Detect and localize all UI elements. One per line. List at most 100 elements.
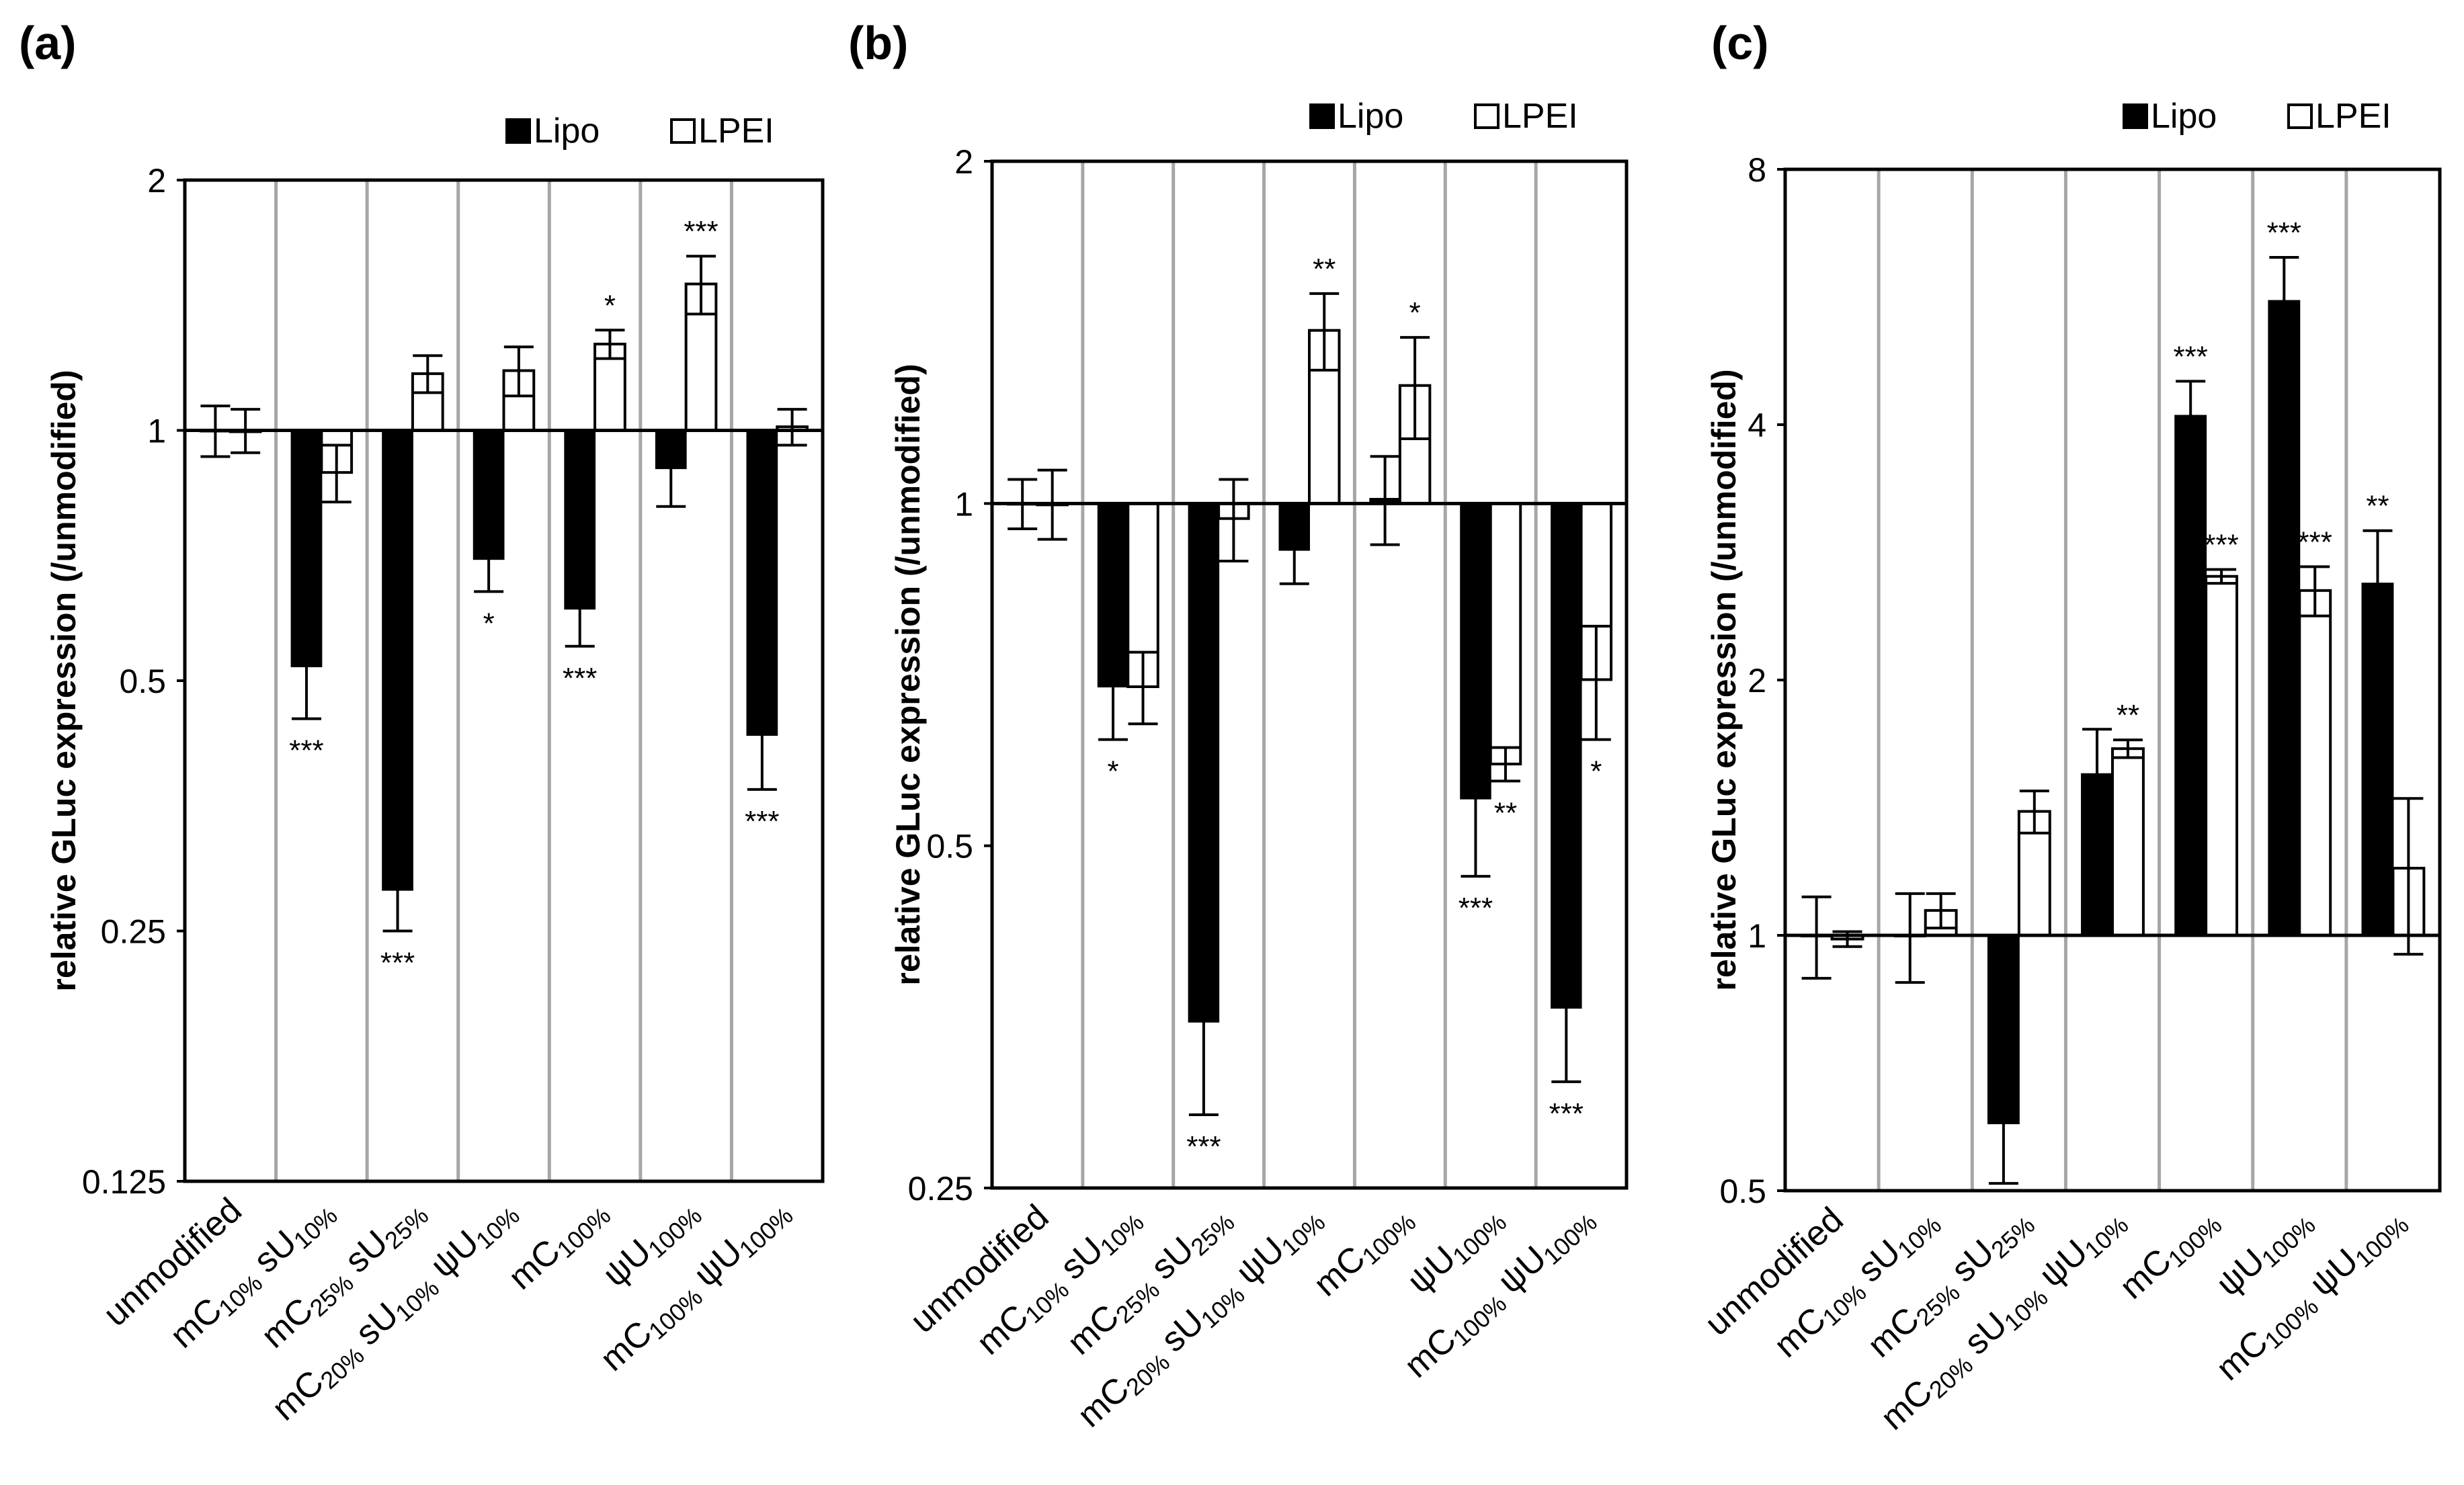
x-tick-label: mC100% [2112, 1200, 2227, 1310]
error-bar [1895, 892, 1925, 984]
significance-mark: *** [1459, 892, 1493, 925]
error-bar [2112, 738, 2143, 759]
error-bar [656, 432, 686, 508]
legend-label: Lipo [1338, 97, 1403, 136]
legend: Lipo LPEI [2123, 97, 2391, 136]
error-bar [2019, 790, 2049, 835]
error-bar [565, 573, 595, 648]
bar-lipo [2081, 773, 2113, 936]
x-tick-label: mC10% sU10% [1767, 1200, 1946, 1368]
bar-lipo [2268, 300, 2301, 937]
error-bar [1309, 292, 1340, 372]
error-bar [2393, 797, 2424, 956]
y-tick-label: 0.25 [101, 913, 166, 951]
x-tick-label: mC10% sU10% [163, 1191, 342, 1359]
error-bar [686, 255, 716, 316]
bar-lpei [2298, 589, 2332, 937]
significance-mark: * [483, 607, 495, 640]
bar-lpei [2111, 747, 2145, 937]
significance-mark: ** [2117, 699, 2139, 732]
error-bar [2207, 568, 2237, 585]
error-bar [1279, 517, 1309, 585]
plot-frame [990, 159, 1629, 1190]
significance-mark: *** [2173, 340, 2207, 373]
panel-label: (b) [848, 17, 908, 69]
significance-mark: *** [563, 662, 597, 695]
error-bar [2269, 255, 2299, 351]
y-tick-label: 0.5 [1719, 1173, 1766, 1210]
x-tick-label: mC10% sU10% [969, 1197, 1149, 1365]
y-tick-label: 0.25 [908, 1170, 973, 1207]
error-bar [777, 408, 807, 447]
legend-swatch-lipo [505, 118, 531, 144]
significance-mark: *** [745, 805, 779, 838]
significance-mark: *** [380, 947, 415, 980]
error-bar [747, 686, 777, 791]
y-tick-label: 2 [954, 143, 973, 181]
plot-frame [183, 178, 825, 1183]
bar-lpei [1489, 502, 1522, 766]
legend-swatch-lpei [2287, 103, 2313, 129]
error-bar [1370, 455, 1400, 546]
legend: Lipo LPEI [505, 112, 774, 151]
significance-mark: *** [1186, 1130, 1221, 1163]
significance-mark: * [1107, 755, 1118, 788]
error-bar [1219, 478, 1249, 562]
error-bar [413, 354, 443, 394]
error-bar [2300, 565, 2330, 618]
legend-label: LPEI [1502, 97, 1578, 136]
error-bar [474, 527, 504, 593]
error-bar [2363, 529, 2393, 646]
error-bar [1128, 650, 1158, 726]
legend-label: LPEI [698, 112, 774, 151]
panel-1: (a)*****************0.1250.250.512relati… [19, 17, 825, 1428]
y-tick-label: 4 [1748, 407, 1766, 444]
error-bar [2176, 380, 2206, 455]
y-tick-label: 0.125 [82, 1163, 166, 1201]
bar-lipo [382, 429, 413, 891]
y-tick-label: 8 [1748, 151, 1766, 189]
significance-mark: ** [1313, 253, 1336, 286]
legend-swatch-lipo [2123, 103, 2148, 129]
error-bar [1926, 892, 1956, 930]
y-tick-label: 1 [1748, 917, 1766, 955]
y-tick-label: 0.5 [926, 828, 973, 865]
y-tick-label: 0.5 [119, 663, 166, 700]
y-axis-label: relative GLuc expression (/unmodified) [1705, 369, 1743, 990]
x-tick-label: mC100% [1307, 1197, 1422, 1307]
significance-mark: * [604, 289, 616, 322]
x-tick-label: mC100% [501, 1191, 616, 1300]
legend-label: Lipo [534, 112, 600, 151]
significance-mark: *** [2204, 528, 2238, 561]
legend-swatch-lpei [1474, 103, 1500, 129]
error-bar [321, 443, 352, 504]
legend-label: LPEI [2315, 97, 2391, 136]
error-bar [2082, 728, 2112, 826]
bar-lipo [2174, 415, 2207, 936]
error-bar [1490, 746, 1520, 783]
panel-label: (c) [1711, 17, 1769, 69]
y-tick-label: 1 [954, 485, 973, 523]
error-bar [1551, 942, 1582, 1083]
error-bar [595, 329, 625, 360]
error-bar [1988, 1070, 2018, 1185]
significance-mark: *** [2298, 525, 2332, 558]
bar-lipo [1551, 503, 1582, 1009]
y-tick-label: 2 [1748, 662, 1766, 699]
significance-mark: ** [1494, 796, 1517, 829]
error-bar [1098, 637, 1128, 741]
error-bar [291, 620, 321, 720]
bar-lpei [2205, 575, 2239, 937]
legend: Lipo LPEI [1309, 97, 1578, 136]
significance-mark: ** [2366, 490, 2389, 523]
significance-mark: * [1409, 296, 1421, 329]
significance-mark: * [1590, 755, 1602, 788]
plot-frame [1783, 167, 2442, 1193]
y-axis-label: relative GLuc expression (/unmodified) [45, 370, 83, 991]
significance-mark: *** [2267, 216, 2301, 249]
error-bar [1188, 942, 1219, 1116]
error-bar [382, 851, 413, 933]
